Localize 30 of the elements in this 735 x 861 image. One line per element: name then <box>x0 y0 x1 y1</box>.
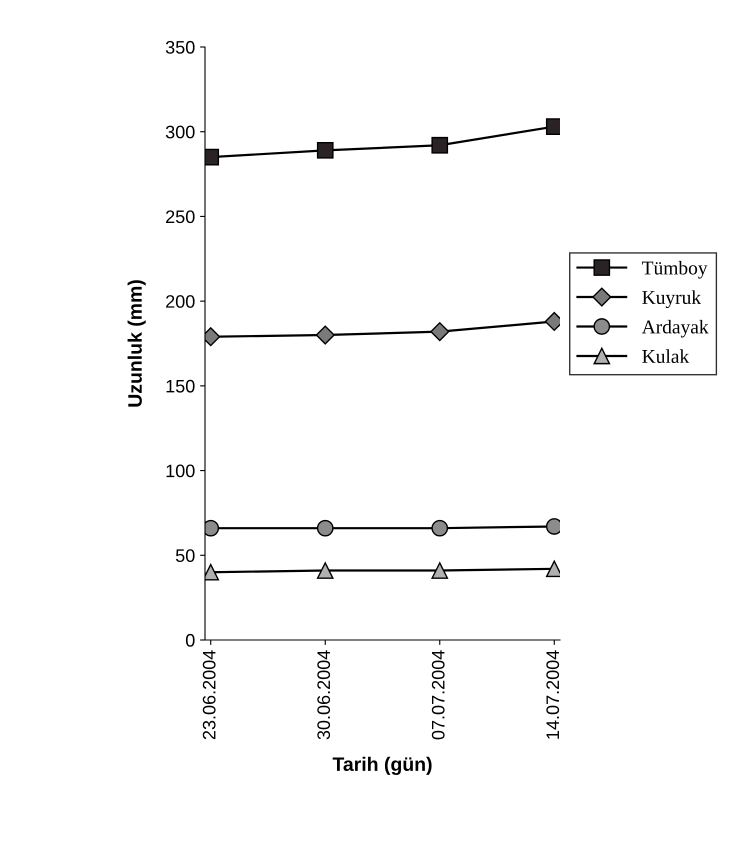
y-axis-title: Uzunluk (mm) <box>128 280 146 407</box>
point <box>316 520 334 537</box>
y-tick-label: 300 <box>166 126 195 138</box>
y-tick-label: 100 <box>166 464 195 478</box>
legend-label: Ardayak <box>642 320 709 338</box>
y-tick-label: 250 <box>166 210 195 224</box>
legend-label: Kuyruk <box>642 290 702 308</box>
point <box>316 142 334 159</box>
point <box>205 564 220 581</box>
x-tick-label: 23.06.2004 <box>202 650 216 740</box>
point <box>431 136 448 154</box>
point <box>546 118 560 135</box>
x-tick-label: 30.06.2004 <box>317 650 330 740</box>
y-tick-label: 0 <box>186 634 195 647</box>
point <box>205 148 220 166</box>
y-tick-label: 200 <box>166 295 195 308</box>
x-axis-title: Tarih (gün) <box>332 756 432 775</box>
point <box>431 520 448 537</box>
point <box>316 562 334 579</box>
legend-label: Kulak <box>642 349 690 363</box>
x-tick-label: 14.07.2004 <box>546 650 560 739</box>
y-tick-label: 350 <box>166 40 195 54</box>
legend-label: Tümboy <box>642 260 708 279</box>
y-tick-label: 50 <box>176 549 195 562</box>
x-tick-label: 07.07.2004 <box>432 650 445 740</box>
point <box>431 562 448 579</box>
point <box>205 520 220 537</box>
y-tick-label: 150 <box>166 380 195 393</box>
point <box>546 518 560 535</box>
point <box>546 560 560 578</box>
